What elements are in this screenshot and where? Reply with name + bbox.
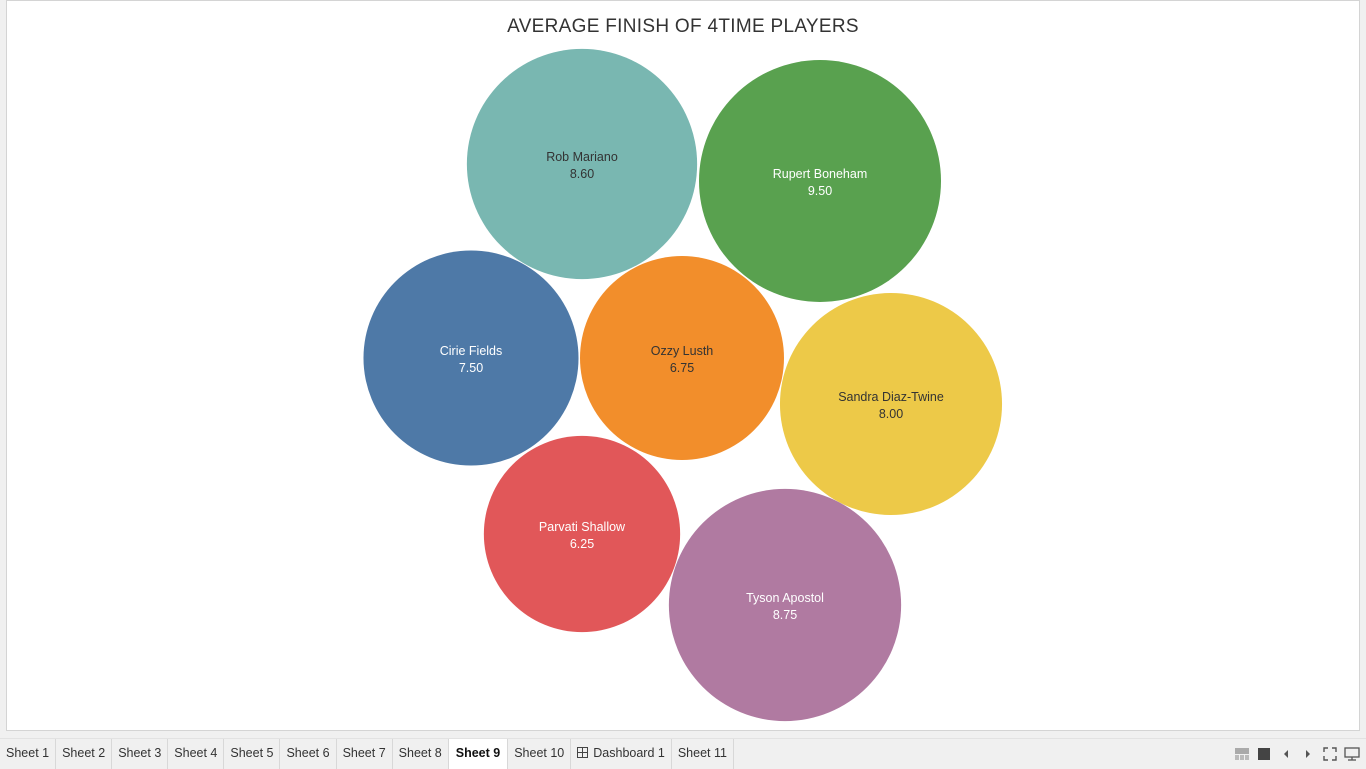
- sheet-tab-bar: Sheet 1 Sheet 2 Sheet 3 Sheet 4 Sheet 5 …: [0, 738, 1366, 769]
- bubble-sandra-diaz-twine[interactable]: Sandra Diaz-Twine 8.00: [779, 292, 1003, 516]
- tab-label: Sheet 3: [118, 746, 162, 760]
- tab-label: Sheet 10: [514, 746, 565, 760]
- bubble-value-label: 6.25: [570, 537, 594, 551]
- single-view-icon[interactable]: [1256, 746, 1272, 762]
- bubble-value-label: 8.75: [773, 608, 797, 622]
- dashboard-grid-icon: [577, 740, 589, 769]
- tab-label: Sheet 8: [398, 746, 442, 760]
- bubble-mark[interactable]: [466, 48, 698, 280]
- tab-sheet-11[interactable]: Sheet 11: [672, 739, 734, 769]
- bubble-mark[interactable]: [363, 250, 579, 466]
- tab-sheet-5[interactable]: Sheet 5: [224, 739, 281, 769]
- bubble-value-label: 6.75: [670, 361, 694, 375]
- fullscreen-icon[interactable]: [1322, 746, 1338, 762]
- bubble-name-label: Rob Mariano: [546, 150, 618, 164]
- tab-sheet-1[interactable]: Sheet 1: [0, 739, 57, 769]
- prev-sheet-icon[interactable]: [1278, 746, 1294, 762]
- tab-label: Sheet 5: [230, 746, 274, 760]
- bubble-name-label: Parvati Shallow: [539, 520, 626, 534]
- bubble-value-label: 7.50: [459, 361, 483, 375]
- tab-label: Sheet 1: [6, 746, 50, 760]
- tab-dashboard-1[interactable]: Dashboard 1: [571, 739, 672, 769]
- tab-label: Sheet 2: [62, 746, 106, 760]
- tab-sheet-6[interactable]: Sheet 6: [280, 739, 337, 769]
- bubble-parvati-shallow[interactable]: Parvati Shallow 6.25: [483, 435, 681, 633]
- bubble-name-label: Tyson Apostol: [746, 591, 824, 605]
- bubble-tyson-apostol[interactable]: Tyson Apostol 8.75: [668, 488, 902, 722]
- chart-canvas: AVERAGE FINISH OF 4TIME PLAYERS Rob Mari…: [6, 0, 1360, 731]
- filmstrip-view-icon[interactable]: [1234, 746, 1250, 762]
- sheet-tabs: Sheet 1 Sheet 2 Sheet 3 Sheet 4 Sheet 5 …: [0, 739, 734, 769]
- tab-sheet-2[interactable]: Sheet 2: [56, 739, 113, 769]
- bubble-mark[interactable]: [580, 256, 784, 460]
- bubble-name-label: Sandra Diaz-Twine: [838, 390, 944, 404]
- tab-label: Sheet 7: [342, 746, 386, 760]
- chart-title: AVERAGE FINISH OF 4TIME PLAYERS: [507, 16, 859, 37]
- tab-sheet-7[interactable]: Sheet 7: [337, 739, 393, 769]
- bubble-mark[interactable]: [483, 435, 681, 633]
- bubble-mark[interactable]: [668, 488, 902, 722]
- tab-sheet-8[interactable]: Sheet 8: [393, 739, 449, 769]
- tab-label: Sheet 9: [455, 746, 501, 760]
- tab-label: Sheet 6: [286, 746, 330, 760]
- bubble-value-label: 9.50: [808, 184, 832, 198]
- bubble-rob-mariano[interactable]: Rob Mariano 8.60: [466, 48, 698, 280]
- bubble-name-label: Rupert Boneham: [773, 167, 868, 181]
- bubble-chart: Rob Mariano 8.60 Rupert Boneham 9.50 Cirie F…: [363, 48, 1003, 722]
- bubble-ozzy-lusth[interactable]: Ozzy Lusth 6.75: [580, 256, 784, 460]
- tab-sheet-3[interactable]: Sheet 3: [112, 739, 169, 769]
- sheet-navigation-controls: [1234, 739, 1360, 769]
- bubble-value-label: 8.00: [879, 407, 903, 421]
- bubble-mark[interactable]: [779, 292, 1003, 516]
- bubble-cirie-fields[interactable]: Cirie Fields 7.50: [363, 250, 579, 466]
- bubble-name-label: Cirie Fields: [440, 344, 503, 358]
- bubble-value-label: 8.60: [570, 167, 594, 181]
- next-sheet-icon[interactable]: [1300, 746, 1316, 762]
- tab-label: Sheet 4: [174, 746, 218, 760]
- bubble-mark[interactable]: [699, 60, 941, 302]
- bubble-rupert-boneham[interactable]: Rupert Boneham 9.50: [699, 60, 941, 302]
- presentation-mode-icon[interactable]: [1344, 746, 1360, 762]
- tab-label: Dashboard 1: [593, 746, 665, 760]
- tab-label: Sheet 11: [677, 746, 727, 760]
- tab-sheet-10[interactable]: Sheet 10: [508, 739, 572, 769]
- tab-sheet-9[interactable]: Sheet 9: [448, 739, 509, 769]
- tab-sheet-4[interactable]: Sheet 4: [168, 739, 225, 769]
- bubble-name-label: Ozzy Lusth: [651, 344, 714, 358]
